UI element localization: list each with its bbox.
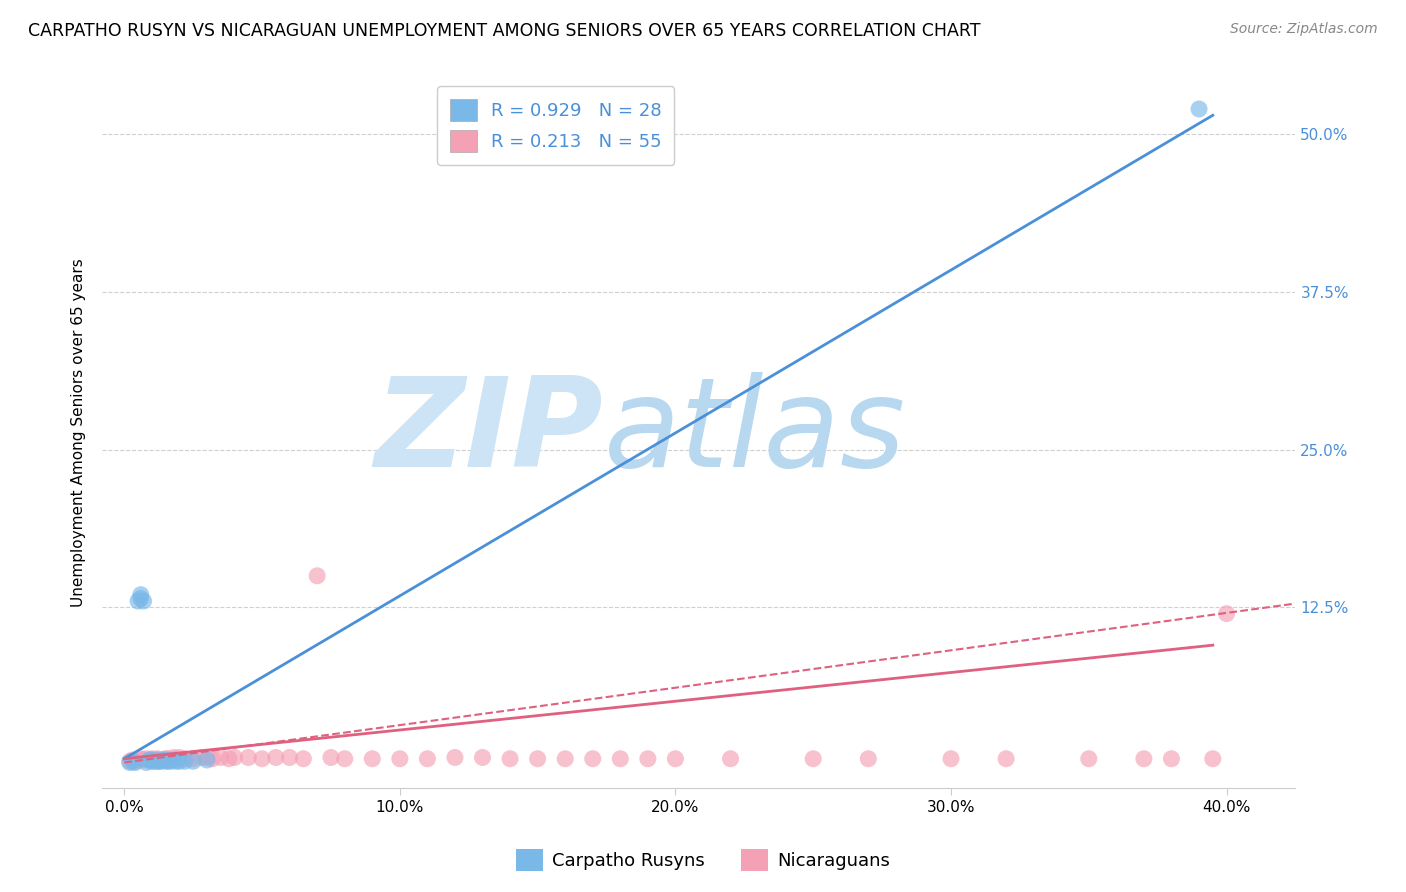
Point — [121, 753, 143, 767]
Point — [146, 754, 169, 768]
Point — [129, 752, 152, 766]
Point — [141, 753, 163, 767]
Point — [195, 753, 218, 767]
Point — [149, 754, 172, 768]
Point — [292, 752, 315, 766]
Point — [1202, 752, 1225, 766]
Text: Source: ZipAtlas.com: Source: ZipAtlas.com — [1230, 22, 1378, 37]
Point — [224, 750, 246, 764]
Point — [361, 752, 384, 766]
Point — [169, 750, 191, 764]
Point — [146, 752, 169, 766]
Point — [1215, 607, 1237, 621]
Point — [149, 753, 172, 767]
Y-axis label: Unemployment Among Seniors over 65 years: Unemployment Among Seniors over 65 years — [72, 258, 86, 607]
Point — [143, 753, 166, 767]
Point — [146, 753, 169, 767]
Point — [995, 752, 1018, 766]
Point — [582, 752, 605, 766]
Point — [166, 754, 188, 768]
Point — [554, 752, 576, 766]
Point — [141, 754, 163, 768]
Point — [169, 754, 191, 768]
Point — [173, 752, 195, 766]
Point — [388, 752, 411, 766]
Point — [155, 753, 177, 767]
Point — [195, 750, 218, 764]
Point — [138, 753, 160, 767]
Point — [160, 754, 183, 768]
Point — [218, 752, 240, 766]
Point — [157, 752, 180, 766]
Point — [307, 569, 329, 583]
Point — [526, 752, 548, 766]
Point — [1160, 752, 1182, 766]
Point — [121, 754, 143, 768]
Point — [129, 588, 152, 602]
Legend: R = 0.929   N = 28, R = 0.213   N = 55: R = 0.929 N = 28, R = 0.213 N = 55 — [437, 87, 675, 165]
Point — [132, 753, 155, 767]
Point — [152, 753, 174, 767]
Legend: Carpatho Rusyns, Nicaraguans: Carpatho Rusyns, Nicaraguans — [509, 842, 897, 879]
Point — [173, 754, 195, 768]
Point — [163, 750, 186, 764]
Point — [152, 753, 174, 767]
Point — [637, 752, 659, 766]
Point — [124, 756, 146, 770]
Point — [319, 750, 342, 764]
Point — [118, 754, 141, 768]
Point — [499, 752, 522, 766]
Point — [278, 750, 301, 764]
Point — [190, 750, 212, 764]
Point — [664, 752, 686, 766]
Point — [444, 750, 467, 764]
Point — [333, 752, 356, 766]
Point — [181, 754, 204, 768]
Point — [127, 594, 149, 608]
Point — [155, 752, 177, 766]
Point — [127, 753, 149, 767]
Text: atlas: atlas — [603, 372, 905, 493]
Point — [143, 754, 166, 768]
Point — [155, 754, 177, 768]
Point — [250, 752, 273, 766]
Point — [264, 750, 287, 764]
Point — [149, 754, 172, 768]
Point — [1188, 102, 1211, 116]
Point — [129, 591, 152, 606]
Point — [1133, 752, 1156, 766]
Point — [181, 752, 204, 766]
Point — [124, 754, 146, 768]
Point — [163, 753, 186, 767]
Point — [238, 750, 260, 764]
Point — [201, 752, 224, 766]
Point — [609, 752, 631, 766]
Point — [118, 756, 141, 770]
Point — [132, 594, 155, 608]
Point — [720, 752, 742, 766]
Point — [135, 752, 157, 766]
Point — [157, 754, 180, 768]
Point — [939, 752, 962, 766]
Point — [471, 750, 494, 764]
Point — [209, 750, 232, 764]
Point — [135, 756, 157, 770]
Point — [858, 752, 880, 766]
Point — [138, 753, 160, 767]
Text: ZIP: ZIP — [374, 372, 603, 493]
Point — [1077, 752, 1099, 766]
Point — [141, 752, 163, 766]
Point — [801, 752, 824, 766]
Point — [416, 752, 439, 766]
Text: CARPATHO RUSYN VS NICARAGUAN UNEMPLOYMENT AMONG SENIORS OVER 65 YEARS CORRELATIO: CARPATHO RUSYN VS NICARAGUAN UNEMPLOYMEN… — [28, 22, 980, 40]
